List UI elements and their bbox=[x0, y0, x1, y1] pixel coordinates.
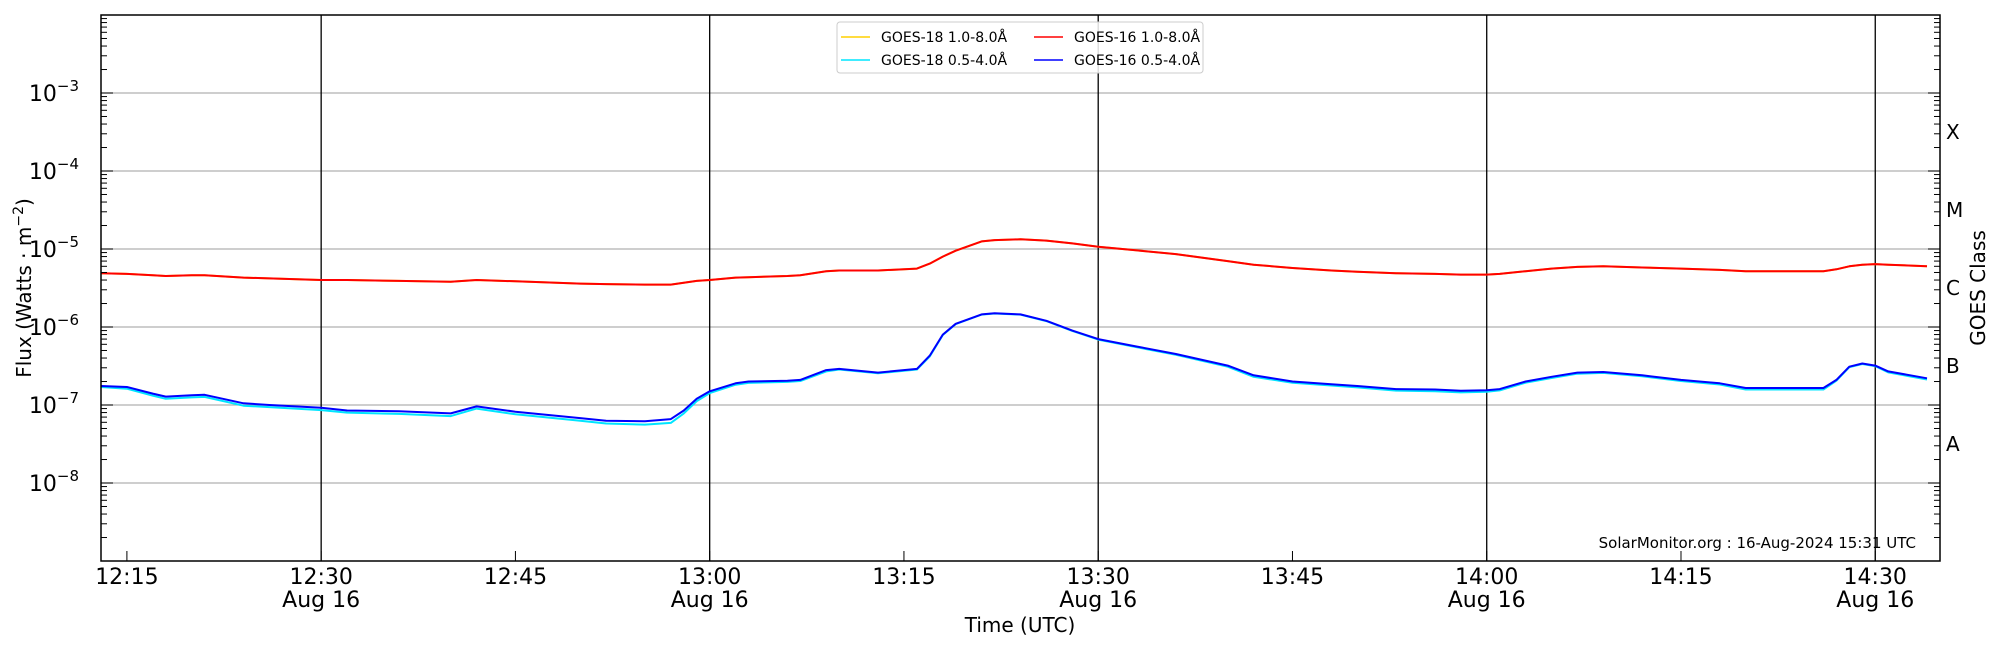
goes-class-axis-title: GOES Class bbox=[1966, 230, 1990, 346]
legend-label: GOES-18 0.5-4.0Å bbox=[881, 52, 1007, 69]
series-line-0 bbox=[100, 238, 1928, 286]
y-tick-label: 10−8 bbox=[29, 467, 79, 497]
x-tick-date-label: Aug 16 bbox=[1059, 588, 1137, 613]
series-line-1 bbox=[100, 238, 1928, 286]
x-tick-label: 12:45 bbox=[484, 565, 547, 590]
axis-ticks bbox=[101, 18, 1940, 562]
x-tick-label: 13:15 bbox=[872, 565, 935, 590]
series-lines bbox=[100, 238, 1928, 426]
day-time-lines bbox=[320, 15, 1876, 561]
legend-label: GOES-16 0.5-4.0Å bbox=[1074, 52, 1200, 69]
watermark: SolarMonitor.org : 16-Aug-2024 15:31 UTC bbox=[1599, 534, 1916, 552]
x-tick-date-label: Aug 16 bbox=[1448, 588, 1526, 613]
y-tick-label: 10−3 bbox=[29, 77, 79, 107]
y-tick-label: 10−6 bbox=[29, 311, 79, 341]
legend-label: GOES-16 1.0-8.0Å bbox=[1074, 29, 1200, 46]
x-axis-title: Time (UTC) bbox=[964, 613, 1076, 637]
legend-box bbox=[836, 21, 1204, 74]
legend-label: GOES-18 1.0-8.0Å bbox=[881, 29, 1007, 46]
x-tick-label: 14:15 bbox=[1649, 565, 1712, 590]
goes-class-label: M bbox=[1946, 198, 1963, 222]
goes-class-label: X bbox=[1946, 120, 1960, 144]
legend: GOES-18 1.0-8.0Å GOES-18 0.5-4.0Å GOES-16 … bbox=[836, 21, 1204, 74]
y-tick-label: 10−5 bbox=[29, 233, 79, 263]
x-tick-label: 13:00 bbox=[678, 565, 741, 590]
x-tick-label: 13:30 bbox=[1067, 565, 1130, 590]
y-tick-label: 10−4 bbox=[29, 155, 79, 185]
y-axis-title: Flux (Watts · m−2) bbox=[11, 198, 36, 378]
series-line-2 bbox=[100, 312, 1928, 426]
x-tick-date-label: Aug 16 bbox=[1836, 588, 1914, 613]
y-tick-label: 10−7 bbox=[29, 389, 79, 419]
grid-lines bbox=[101, 92, 1940, 484]
x-tick-label: 13:45 bbox=[1261, 565, 1324, 590]
x-tick-label: 12:30 bbox=[289, 565, 352, 590]
x-tick-label: 14:00 bbox=[1455, 565, 1518, 590]
goes-class-label: C bbox=[1946, 276, 1960, 300]
x-tick-label: 12:15 bbox=[95, 565, 158, 590]
goes-class-label: B bbox=[1946, 354, 1960, 378]
x-tick-date-label: Aug 16 bbox=[282, 588, 360, 613]
x-tick-date-label: Aug 16 bbox=[671, 588, 749, 613]
goes-class-label: A bbox=[1946, 432, 1960, 456]
x-tick-label: 14:30 bbox=[1844, 565, 1907, 590]
plot-frame bbox=[100, 14, 1941, 562]
series-line-3 bbox=[100, 312, 1928, 423]
